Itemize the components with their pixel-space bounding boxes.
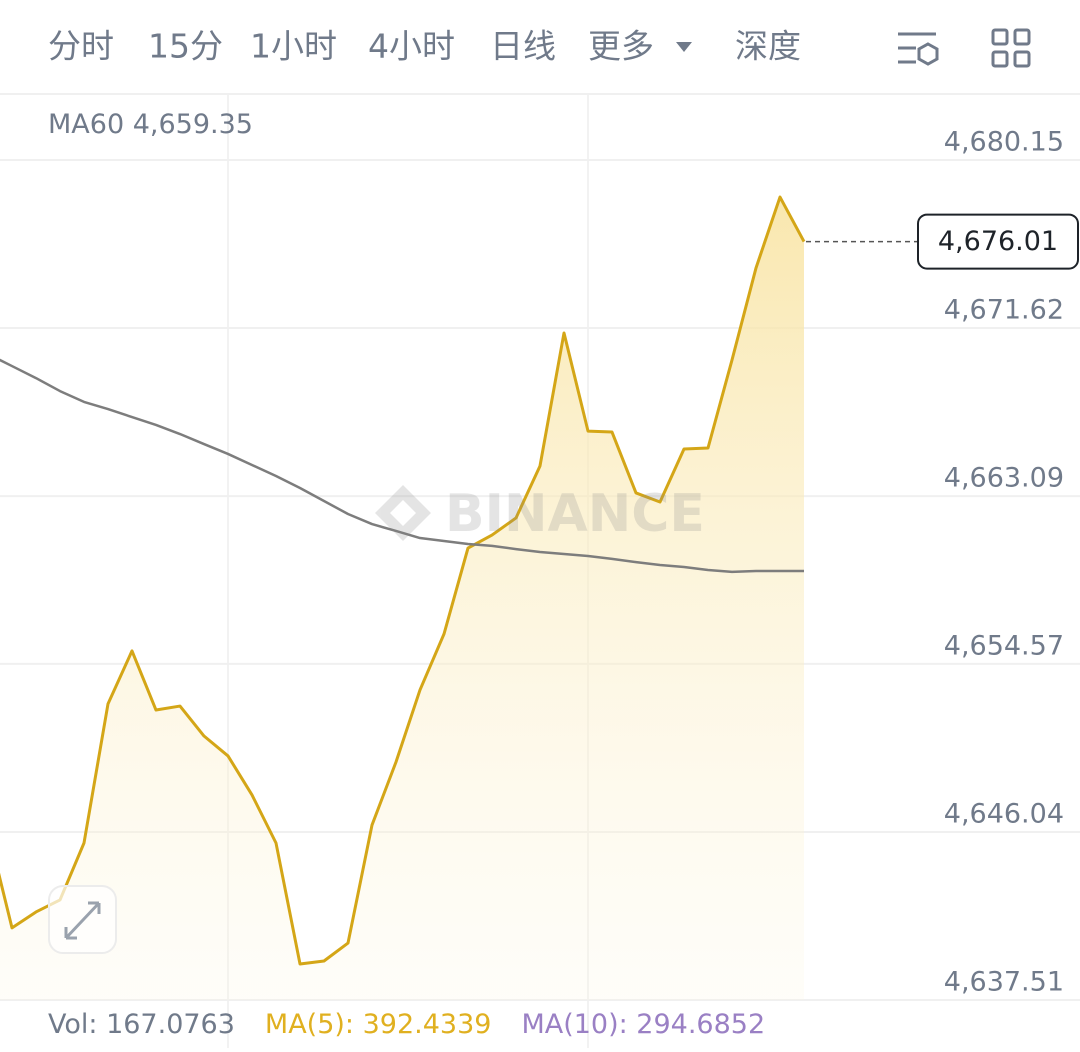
footer: Vol: 167.0763 MA(5): 392.4339 MA(10): 294.… [48,1009,765,1040]
tab[interactable]: 4小时 [368,27,455,66]
area-fill [0,197,804,1000]
tab[interactable]: 更多 [588,27,654,66]
ma5: MA(5): 392.4339 [265,1009,492,1040]
ma-line [0,358,804,574]
tab[interactable]: 15分 [148,27,223,66]
indicator-value: 4,659.35 [133,109,253,140]
price-line [0,195,806,966]
tab[interactable]: 日线 [490,27,556,66]
ma10: MA(10): 294.6852 [521,1009,765,1040]
y-tick-label: 4,646.04 [944,798,1064,829]
layout-icon[interactable] [991,28,1031,68]
vol: Vol: 167.0763 [48,1009,235,1040]
last-price-box [917,213,1079,270]
tab[interactable]: 1小时 [250,27,337,66]
watermark-text: BINANCE [445,484,705,544]
indicator: MA60 4,659.35 [48,109,253,140]
y-tick-label: 4,654.57 [944,630,1064,661]
watermark: BINANCE [375,484,705,544]
tab[interactable]: 分时 [48,27,114,66]
y-tick-label: 4,663.09 [944,463,1064,494]
settings-icon[interactable] [898,32,939,66]
dropdown-arrow[interactable] [676,42,692,52]
y-tick-label: 4,637.51 [944,967,1064,998]
y-tick-label: 4,671.62 [944,295,1064,326]
y-tick-label: 4,680.15 [944,127,1064,158]
last-price-label: 4,676.01 [938,226,1058,257]
tab[interactable]: 深度 [735,27,801,66]
expand-icon [64,901,101,940]
indicator-name: MA60 [48,109,124,140]
